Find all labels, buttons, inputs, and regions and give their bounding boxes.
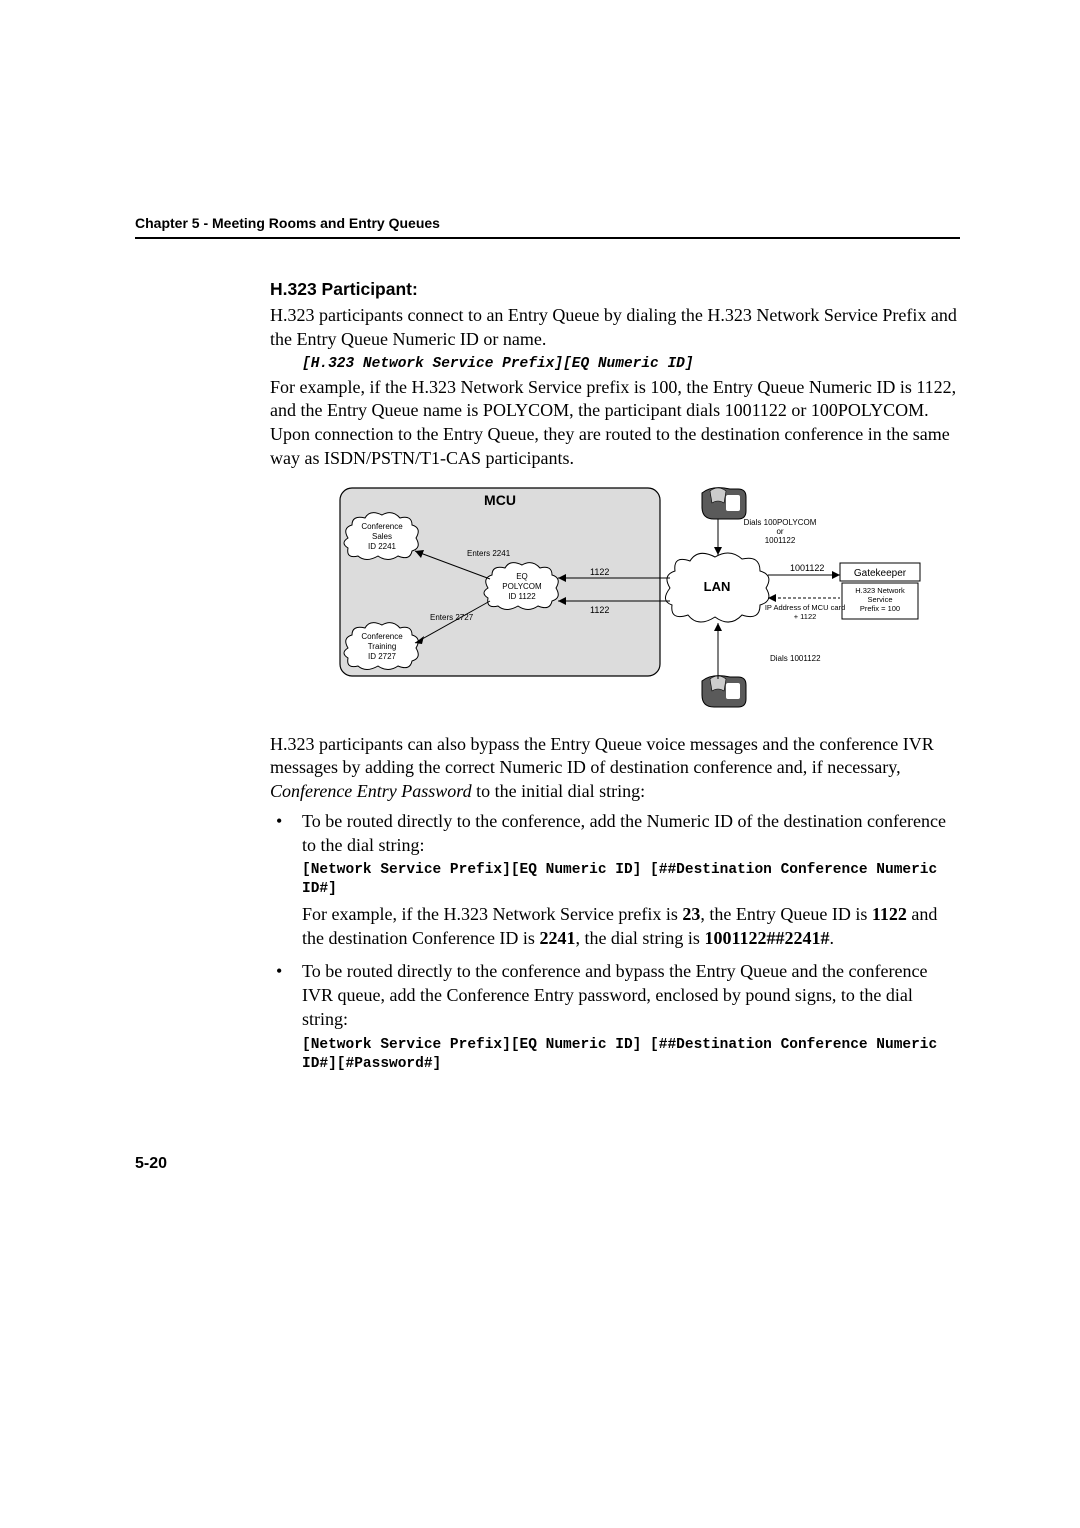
intro-paragraph: H.323 participants connect to an Entry Q…	[270, 304, 960, 352]
list-item-sub: For example, if the H.323 Network Servic…	[302, 903, 960, 951]
svg-text:Conference: Conference	[361, 522, 403, 531]
enters-2727-label: Enters 2727	[430, 613, 474, 622]
diagram-svg: MCU Conference Sales ID 2241 Conference …	[270, 483, 940, 715]
lan-cloud: LAN	[665, 552, 768, 621]
list-item: To be routed directly to the conference,…	[270, 810, 960, 951]
content-area: H.323 Participant: H.323 participants co…	[270, 279, 960, 1073]
endpoint-bottom-icon	[702, 675, 746, 706]
header-rule	[135, 237, 960, 239]
network-diagram: MCU Conference Sales ID 2241 Conference …	[270, 483, 960, 715]
svg-text:+ 1122: + 1122	[794, 612, 817, 621]
chapter-header: Chapter 5 - Meeting Rooms and Entry Queu…	[135, 215, 960, 231]
bypass-paragraph: H.323 participants can also bypass the E…	[270, 733, 960, 804]
svg-text:Service: Service	[867, 595, 892, 604]
mcu-label: MCU	[484, 492, 516, 508]
endpoint-top-icon	[702, 487, 746, 518]
gatekeeper-label: Gatekeeper	[854, 568, 907, 579]
svg-text:LAN: LAN	[704, 579, 731, 594]
svg-text:Training: Training	[368, 642, 397, 651]
conference-sales-cloud: Conference Sales ID 2241	[344, 512, 418, 559]
a1122-bot: 1122	[590, 605, 609, 615]
a1001122-label: 1001122	[790, 563, 824, 573]
example-paragraph: For example, if the H.323 Network Servic…	[270, 376, 960, 471]
dials-bottom-label: Dials 1001122	[770, 654, 821, 663]
svg-text:Sales: Sales	[372, 532, 392, 541]
svg-text:ID 2241: ID 2241	[368, 542, 397, 551]
svg-text:ID 2727: ID 2727	[368, 652, 397, 661]
enters-2241-label: Enters 2241	[467, 549, 511, 558]
svg-text:EQ: EQ	[516, 572, 528, 581]
code-syntax-2: [Network Service Prefix][EQ Numeric ID] …	[302, 861, 960, 899]
a1122-top: 1122	[590, 567, 609, 577]
conference-training-cloud: Conference Training ID 2727	[344, 622, 418, 669]
code-syntax-3: [Network Service Prefix][EQ Numeric ID] …	[302, 1036, 960, 1074]
svg-text:ID 1122: ID 1122	[508, 592, 536, 601]
eq-polycom-cloud: EQ POLYCOM ID 1122	[484, 562, 558, 609]
bullet-list: To be routed directly to the conference,…	[270, 810, 960, 1074]
code-syntax-1: [H.323 Network Service Prefix][EQ Numeri…	[302, 356, 960, 372]
svg-text:1001122: 1001122	[765, 536, 796, 545]
svg-text:or: or	[776, 527, 783, 536]
svg-text:POLYCOM: POLYCOM	[502, 582, 542, 591]
section-subheading: H.323 Participant:	[270, 279, 960, 300]
svg-text:IP Address of MCU card: IP Address of MCU card	[765, 603, 845, 612]
svg-text:Dials 100POLYCOM: Dials 100POLYCOM	[744, 518, 817, 527]
svg-text:H.323 Network: H.323 Network	[855, 586, 905, 595]
page-number: 5-20	[135, 1155, 167, 1173]
svg-text:Prefix = 100: Prefix = 100	[860, 604, 900, 613]
svg-text:Conference: Conference	[361, 632, 403, 641]
list-item: To be routed directly to the conference …	[270, 960, 960, 1073]
